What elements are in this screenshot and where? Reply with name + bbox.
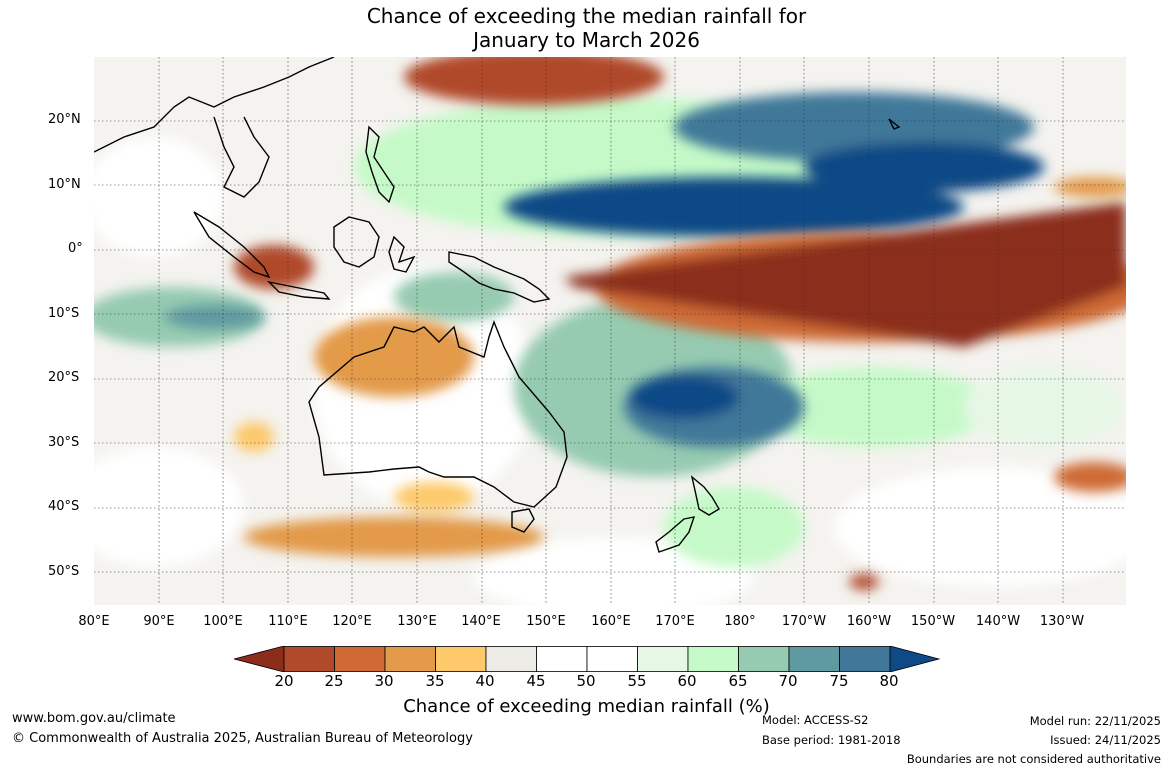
lon-label: 90°E [143, 614, 175, 629]
field-dry-zones [234, 57, 1126, 590]
colorbar-segment [485, 646, 537, 672]
colorbar-tick: 30 [374, 672, 394, 690]
colorbar-tick: 25 [324, 672, 344, 690]
colorbar-tick: 45 [526, 672, 546, 690]
lat-label: 20°N [48, 112, 81, 127]
borneo-coastline [333, 216, 380, 268]
issued-date: Issued: 24/11/2025 [1050, 733, 1161, 747]
new-zealand-coastline [655, 475, 720, 553]
lon-label: 150°E [526, 614, 566, 629]
lon-label: 110°E [268, 614, 308, 629]
rainfall-outlook-map [94, 57, 1126, 605]
tasmania-coastline [511, 508, 535, 533]
website-url[interactable]: www.bom.gov.au/climate [12, 711, 176, 726]
lon-label: 140°E [461, 614, 501, 629]
colorbar-tick: 60 [677, 672, 697, 690]
philippines-coastline [365, 125, 395, 204]
lat-label: 10°S [48, 306, 80, 321]
lon-label: 130°E [397, 614, 437, 629]
lon-label: 160°E [591, 614, 631, 629]
colorbar-tick: 55 [627, 672, 647, 690]
colorbar-segment [788, 646, 840, 672]
colorbar-tick: 65 [728, 672, 748, 690]
colorbar-extend-high [889, 646, 940, 672]
colorbar-segment [637, 646, 689, 672]
lat-label: 30°S [48, 435, 80, 450]
boundaries-disclaimer: Boundaries are not considered authoritat… [906, 752, 1161, 766]
lat-label: 40°S [48, 499, 80, 514]
colorbar-segment [839, 646, 891, 672]
lon-label: 130°W [1039, 614, 1085, 629]
lat-label: 50°S [48, 564, 80, 579]
colorbar-tick: 20 [274, 672, 294, 690]
colorbar-tick: 75 [829, 672, 849, 690]
colorbar-tick: 35 [425, 672, 445, 690]
field-very-wet-zones [164, 92, 1044, 447]
colorbar-tick: 40 [475, 672, 495, 690]
map-canvas [94, 57, 1126, 605]
colorbar-segment [738, 646, 790, 672]
title-line-1: Chance of exceeding the median rainfall … [366, 4, 807, 28]
copyright: © Commonwealth of Australia 2025, Austra… [12, 731, 473, 746]
java-coastline [266, 280, 331, 300]
model-name: Model: ACCESS-S2 [762, 713, 869, 727]
colorbar-label: Chance of exceeding median rainfall (%) [403, 696, 770, 717]
base-period: Base period: 1981-2018 [762, 733, 901, 747]
lon-label: 160°W [846, 614, 892, 629]
map-title: Chance of exceeding the median rainfall … [0, 4, 1173, 52]
colorbar-tick: 70 [778, 672, 798, 690]
lon-label: 100°E [203, 614, 243, 629]
colorbar-segment [586, 646, 638, 672]
colorbar-segment [435, 646, 487, 672]
colorbar-segment [283, 646, 335, 672]
graticule [94, 57, 1126, 605]
lon-label: 180° [724, 614, 756, 629]
colorbar [234, 646, 940, 672]
australia-coastline [308, 319, 568, 508]
lon-label: 140°W [975, 614, 1021, 629]
asia-mainland-coastline [94, 57, 335, 198]
colorbar-segment [334, 646, 386, 672]
new-guinea-coastline [448, 251, 551, 303]
lon-label: 170°W [781, 614, 827, 629]
colorbar-tick: 50 [576, 672, 596, 690]
model-run-date: Model run: 22/11/2025 [1029, 714, 1161, 728]
sulawesi-coastline [388, 235, 416, 273]
lat-label: 0° [68, 241, 83, 256]
lat-label: 20°S [48, 370, 80, 385]
colorbar-segment [384, 646, 436, 672]
coastlines [94, 57, 901, 553]
colorbar-tick: 80 [879, 672, 899, 690]
lon-label: 120°E [332, 614, 372, 629]
sumatra-coastline [193, 211, 271, 279]
colorbar-segment [687, 646, 739, 672]
colorbar-segment [536, 646, 588, 672]
colorbar-extend-low [234, 646, 285, 672]
lon-label: 80°E [78, 614, 110, 629]
hawaii-coastline [888, 118, 901, 130]
title-line-2: January to March 2026 [473, 28, 700, 52]
lon-label: 150°W [910, 614, 956, 629]
lon-label: 170°E [655, 614, 695, 629]
lat-label: 10°N [48, 177, 81, 192]
